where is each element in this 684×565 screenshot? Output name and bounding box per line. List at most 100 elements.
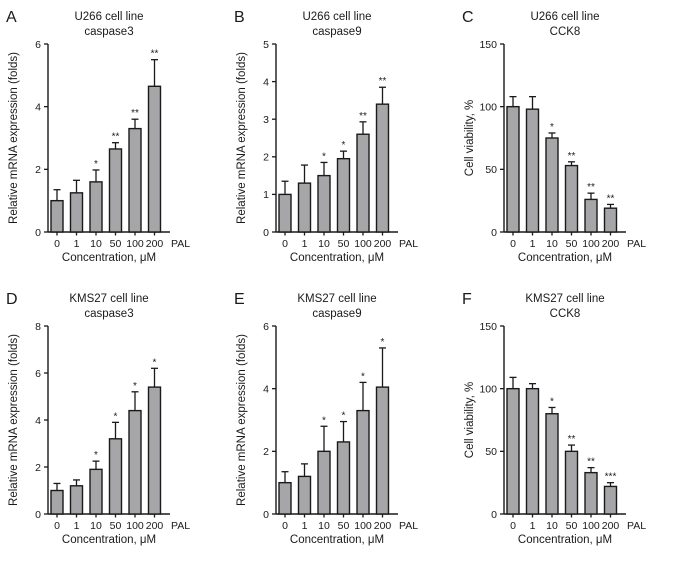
y-tick-label: 8: [35, 321, 41, 333]
bar: [50, 199, 64, 233]
y-tick-label: 2: [263, 446, 269, 458]
chart-subtitle: CCK8: [550, 308, 581, 320]
significance-marker: **: [112, 132, 120, 143]
y-tick-label: 6: [263, 321, 269, 333]
chart-subtitle: caspase9: [312, 308, 361, 320]
bar: [603, 207, 618, 233]
x-tick-label: 0: [54, 520, 60, 532]
chart-title: KMS27 cell line: [69, 293, 148, 305]
x-axis-title: Concentration, μM: [290, 252, 384, 264]
x-axis-title: Concentration, μM: [62, 252, 156, 264]
y-tick-label: 150: [479, 321, 497, 333]
bar: [584, 198, 598, 233]
panel-letter: B: [234, 9, 245, 26]
x-tick-label: 100: [354, 238, 372, 250]
bar: [297, 182, 312, 233]
y-tick-label: 150: [479, 39, 497, 51]
panel-letter: C: [462, 9, 474, 26]
x-tick-label: 10: [318, 238, 330, 250]
y-tick-label: 2: [35, 462, 41, 474]
y-tick-label: 5: [263, 39, 269, 51]
bar: [147, 386, 162, 515]
bar: [317, 174, 331, 233]
x-tick-label: 10: [318, 520, 330, 532]
x-tick-label: 10: [546, 238, 558, 250]
chart-subtitle: caspase3: [84, 26, 133, 38]
significance-marker: **: [568, 151, 576, 162]
y-tick-label: 0: [263, 509, 269, 521]
bar: [128, 127, 142, 233]
y-axis-title: Cell viability, %: [464, 382, 476, 458]
x-tick-label: 0: [510, 238, 516, 250]
bar: [356, 133, 370, 233]
y-axis-title: Relative mRNA expression (folds): [8, 334, 20, 506]
bar: [50, 489, 64, 515]
significance-marker: *: [342, 411, 346, 422]
panel-letter: A: [6, 9, 17, 26]
chart-panel-e: E KMS27 cell line caspase9 0 2 4 6 0 1 * 10 * 50 * 100…: [234, 291, 418, 546]
bar: [69, 192, 84, 233]
bar: [89, 468, 103, 515]
bar: [297, 475, 312, 515]
y-axis-title: Cell viability, %: [464, 100, 476, 176]
y-tick-label: 2: [35, 164, 41, 176]
bar: [89, 181, 103, 233]
bar: [506, 105, 520, 233]
significance-marker: **: [587, 457, 595, 468]
y-tick-label: 4: [35, 415, 41, 427]
panel-e: E KMS27 cell line caspase9 0 2 4 6 0 1 * 10 * 50 * 100…: [228, 282, 456, 564]
bar: [545, 413, 559, 515]
bar: [603, 485, 618, 515]
x-axis-title: Concentration, μM: [290, 534, 384, 546]
chart-panel-c: C U266 cell line CCK8 0 50 100 150 0 1 * 10 ** 50 ** 1…: [462, 9, 646, 264]
bar: [545, 137, 559, 233]
x-tick-label: 200: [374, 520, 392, 532]
panel-letter: F: [462, 291, 472, 308]
chart-subtitle: caspase9: [312, 26, 361, 38]
significance-marker: *: [94, 450, 98, 461]
panel-f: F KMS27 cell line CCK8 0 50 100 150 0 1 * 10 ** 50 **…: [456, 282, 684, 564]
bar: [525, 108, 540, 233]
bar: [128, 409, 142, 515]
x-tick-label: 0: [510, 520, 516, 532]
bar: [356, 409, 370, 515]
chart-title: U266 cell line: [530, 11, 599, 23]
y-tick-label: 4: [35, 101, 41, 113]
bar: [375, 103, 390, 233]
chart-title: KMS27 cell line: [297, 293, 376, 305]
x-suffix-label: PAL: [627, 238, 646, 250]
y-tick-label: 1: [263, 189, 269, 201]
chart-title: U266 cell line: [74, 11, 143, 23]
y-tick-label: 3: [263, 114, 269, 126]
x-tick-label: 200: [602, 238, 620, 250]
significance-marker: **: [587, 182, 595, 193]
chart-title: U266 cell line: [302, 11, 371, 23]
x-tick-label: 1: [74, 238, 80, 250]
chart-subtitle: CCK8: [550, 26, 581, 38]
significance-marker: ***: [605, 472, 617, 483]
significance-marker: **: [359, 111, 367, 122]
significance-marker: *: [381, 337, 385, 348]
significance-marker: **: [131, 108, 139, 119]
y-axis-title: Relative mRNA expression (folds): [236, 52, 248, 224]
y-axis-title: Relative mRNA expression (folds): [236, 334, 248, 506]
y-tick-label: 6: [35, 39, 41, 51]
x-tick-label: 1: [74, 520, 80, 532]
bar: [506, 387, 520, 515]
significance-marker: *: [94, 159, 98, 170]
panel-letter: E: [234, 291, 245, 308]
bar: [147, 85, 162, 233]
x-tick-label: 50: [566, 238, 578, 250]
bar: [317, 450, 331, 515]
significance-marker: *: [133, 381, 137, 392]
x-suffix-label: PAL: [171, 238, 190, 250]
bar: [375, 386, 390, 515]
significance-marker: *: [153, 357, 157, 368]
bar: [564, 450, 579, 515]
x-tick-label: 100: [354, 520, 372, 532]
x-axis-title: Concentration, μM: [62, 534, 156, 546]
y-tick-label: 50: [485, 164, 497, 176]
y-tick-label: 0: [35, 509, 41, 521]
x-tick-label: 200: [374, 238, 392, 250]
bar: [278, 193, 292, 233]
